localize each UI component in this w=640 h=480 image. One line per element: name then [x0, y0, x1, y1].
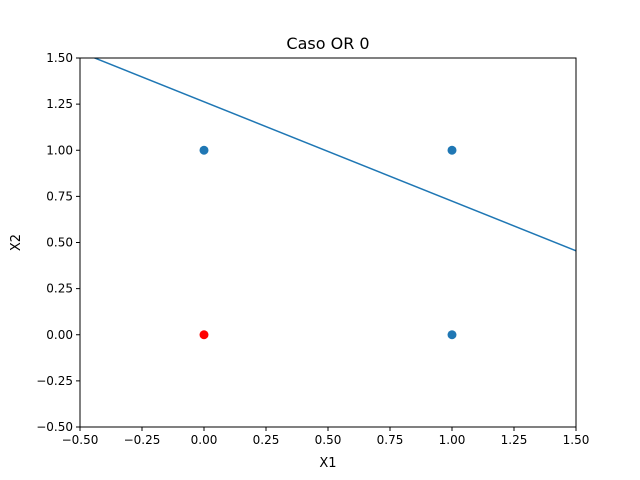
y-tick-label: 0.25 — [46, 282, 73, 296]
x-tick-label: 1.50 — [563, 433, 590, 447]
decision-boundary-line — [92, 58, 576, 252]
x-tick-label: −0.50 — [62, 433, 99, 447]
x-tick-label: 0.50 — [315, 433, 342, 447]
x-axis-label: X1 — [319, 456, 336, 471]
ticks-layer: −0.50 −0.25 0.00 0.25 0.50 0.75 1.00 1.25 1.50 −0… — [36, 51, 589, 447]
marks-layer — [92, 58, 576, 340]
data-point — [447, 330, 457, 340]
y-axis-label: X2 — [9, 234, 24, 251]
y-tick-label: −0.50 — [36, 420, 73, 434]
y-tick-label: 1.00 — [46, 143, 73, 157]
plot-area — [80, 58, 576, 427]
y-tick-label: 0.00 — [46, 328, 73, 342]
x-tick-label: 0.75 — [377, 433, 404, 447]
y-tick-label: 1.25 — [46, 97, 73, 111]
x-tick-label: 0.00 — [191, 433, 218, 447]
x-tick-label: 1.00 — [439, 433, 466, 447]
x-tick-label: 1.25 — [501, 433, 528, 447]
data-point — [199, 330, 209, 340]
y-tick-label: 0.50 — [46, 236, 73, 250]
chart-title: Caso OR 0 — [286, 34, 369, 53]
y-tick-label: 1.50 — [46, 51, 73, 65]
data-point — [447, 145, 457, 155]
y-tick-label: −0.25 — [36, 374, 73, 388]
data-point — [199, 145, 209, 155]
x-tick-label: 0.25 — [253, 433, 280, 447]
y-tick-label: 0.75 — [46, 189, 73, 203]
x-tick-label: −0.25 — [124, 433, 161, 447]
